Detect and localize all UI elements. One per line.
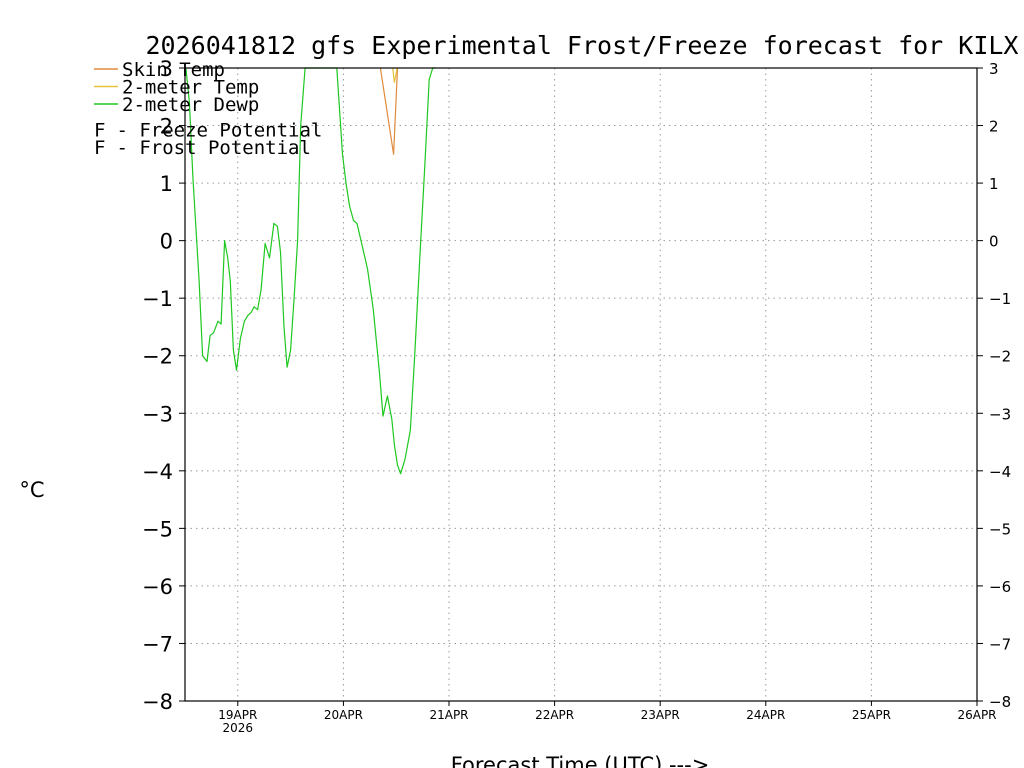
x-tick-label: 21APR [429, 708, 468, 722]
legend-label: - Frost Potential [105, 137, 311, 159]
y-tick-label-right: 0 [989, 233, 999, 251]
y-tick-label-right: −5 [989, 520, 1011, 538]
y-tick-label-left: −8 [142, 690, 173, 714]
axis-ticks: 3 3 2 2 1 1 0 0 −1 −1 −2 −2 −3 −3 −4 −4 −5 −5 −6 −6 −7 −7 −8 −8… [142, 57, 1011, 735]
y-tick-label-left: 0 [160, 230, 173, 254]
y-tick-label-right: −1 [989, 290, 1011, 308]
y-tick-label-right: −7 [989, 635, 1011, 653]
y-tick-label-right: 1 [989, 175, 999, 193]
y-tick-label-left: −7 [142, 632, 173, 656]
x-tick-label: 20APR [324, 708, 363, 722]
legend-label: Skin Temp [122, 59, 225, 81]
x-tick-label: 26APR [957, 708, 996, 722]
legend-label: - Freeze Potential [105, 120, 322, 142]
y-tick-label-right: −2 [989, 348, 1011, 366]
y-tick-label-left: 2 [160, 115, 173, 139]
grid [185, 68, 977, 701]
y-tick-label-left: −6 [142, 575, 173, 599]
chart-title: 2026041812 gfs Experimental Frost/Freeze… [146, 31, 1019, 60]
y-tick-label-right: −4 [989, 463, 1011, 481]
series-line-2-meter-dewp [185, 67, 436, 475]
y-tick-label-left: −2 [142, 345, 173, 369]
y-tick-label-right: 2 [989, 118, 999, 136]
y-tick-label-left: 1 [160, 172, 173, 196]
x-tick-label: 25APR [852, 708, 891, 722]
plot-frame [184, 67, 978, 702]
x-tick-label: 23APR [641, 708, 680, 722]
x-tick-label: 22APR [535, 708, 574, 722]
legend-label: 2-meter Temp [122, 77, 259, 99]
legend-label: 2-meter Dewp [122, 94, 259, 116]
y-axis-label: °C [19, 478, 44, 502]
y-tick-label-right: −3 [989, 405, 1011, 423]
x-tick-sublabel: 2026 [223, 721, 254, 735]
y-tick-label-right: 3 [989, 60, 999, 78]
series-lines [185, 67, 436, 475]
legend-letter: F [94, 137, 105, 159]
y-tick-label-right: −8 [989, 693, 1011, 711]
y-tick-label-left: −1 [142, 287, 173, 311]
x-tick-label: 24APR [746, 708, 785, 722]
y-tick-label-left: −5 [142, 517, 173, 541]
y-tick-label-left: 3 [160, 57, 173, 81]
series-line-skin-temp [379, 67, 399, 155]
legend-letter: F [94, 120, 105, 142]
y-tick-label-right: −6 [989, 578, 1011, 596]
x-axis-label: Forecast Time (UTC) ---> [451, 753, 710, 768]
x-tick-label: 19APR [218, 708, 257, 722]
y-tick-label-left: −3 [142, 402, 173, 426]
y-tick-label-left: −4 [142, 460, 173, 484]
series-line-2-meter-temp [392, 67, 398, 84]
